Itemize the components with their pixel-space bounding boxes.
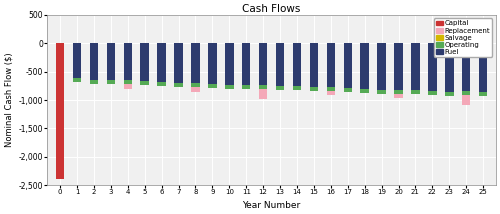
Bar: [208, 43, 216, 84]
Legend: Capital, Replacement, Salvage, Operating, Fuel: Capital, Replacement, Salvage, Operating…: [434, 18, 492, 57]
Bar: [428, 43, 436, 91]
Bar: [462, 95, 470, 106]
Bar: [462, 91, 470, 95]
Bar: [394, 89, 403, 94]
Bar: [310, 43, 318, 87]
Bar: [479, 43, 488, 92]
Bar: [462, 43, 470, 91]
Bar: [158, 43, 166, 82]
Bar: [208, 84, 216, 88]
Bar: [124, 43, 132, 80]
Bar: [140, 81, 149, 85]
Bar: [344, 43, 352, 88]
Bar: [174, 83, 183, 87]
Bar: [90, 43, 98, 80]
Bar: [124, 80, 132, 84]
Bar: [276, 43, 284, 86]
Bar: [378, 43, 386, 89]
Bar: [276, 86, 284, 90]
Bar: [445, 92, 454, 96]
Bar: [106, 80, 115, 84]
Bar: [411, 90, 420, 94]
Bar: [394, 94, 403, 98]
Bar: [191, 43, 200, 83]
Title: Cash Flows: Cash Flows: [242, 4, 301, 14]
Bar: [428, 91, 436, 95]
Bar: [344, 88, 352, 92]
Bar: [225, 85, 234, 89]
Bar: [360, 43, 369, 89]
Bar: [191, 83, 200, 87]
X-axis label: Year Number: Year Number: [242, 201, 300, 210]
Bar: [411, 43, 420, 90]
Bar: [479, 38, 488, 43]
Bar: [140, 43, 149, 81]
Bar: [225, 43, 234, 85]
Bar: [191, 87, 200, 92]
Bar: [242, 43, 250, 85]
Bar: [378, 89, 386, 94]
Bar: [293, 86, 301, 90]
Bar: [479, 92, 488, 96]
Y-axis label: Nominal Cash Flow ($): Nominal Cash Flow ($): [4, 53, 13, 147]
Bar: [445, 43, 454, 92]
Bar: [106, 43, 115, 80]
Bar: [326, 91, 335, 95]
Bar: [242, 85, 250, 89]
Bar: [259, 85, 268, 89]
Bar: [326, 87, 335, 91]
Bar: [360, 89, 369, 93]
Bar: [310, 87, 318, 91]
Bar: [73, 43, 81, 79]
Bar: [90, 80, 98, 84]
Bar: [174, 43, 183, 83]
Bar: [158, 82, 166, 86]
Bar: [293, 43, 301, 86]
Bar: [259, 43, 268, 85]
Bar: [73, 79, 81, 82]
Bar: [124, 84, 132, 89]
Bar: [259, 89, 268, 99]
Bar: [394, 43, 403, 89]
Bar: [326, 43, 335, 87]
Bar: [56, 43, 64, 179]
